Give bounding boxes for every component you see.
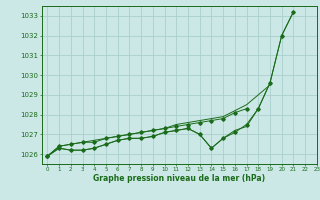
X-axis label: Graphe pression niveau de la mer (hPa): Graphe pression niveau de la mer (hPa) [93,174,265,183]
